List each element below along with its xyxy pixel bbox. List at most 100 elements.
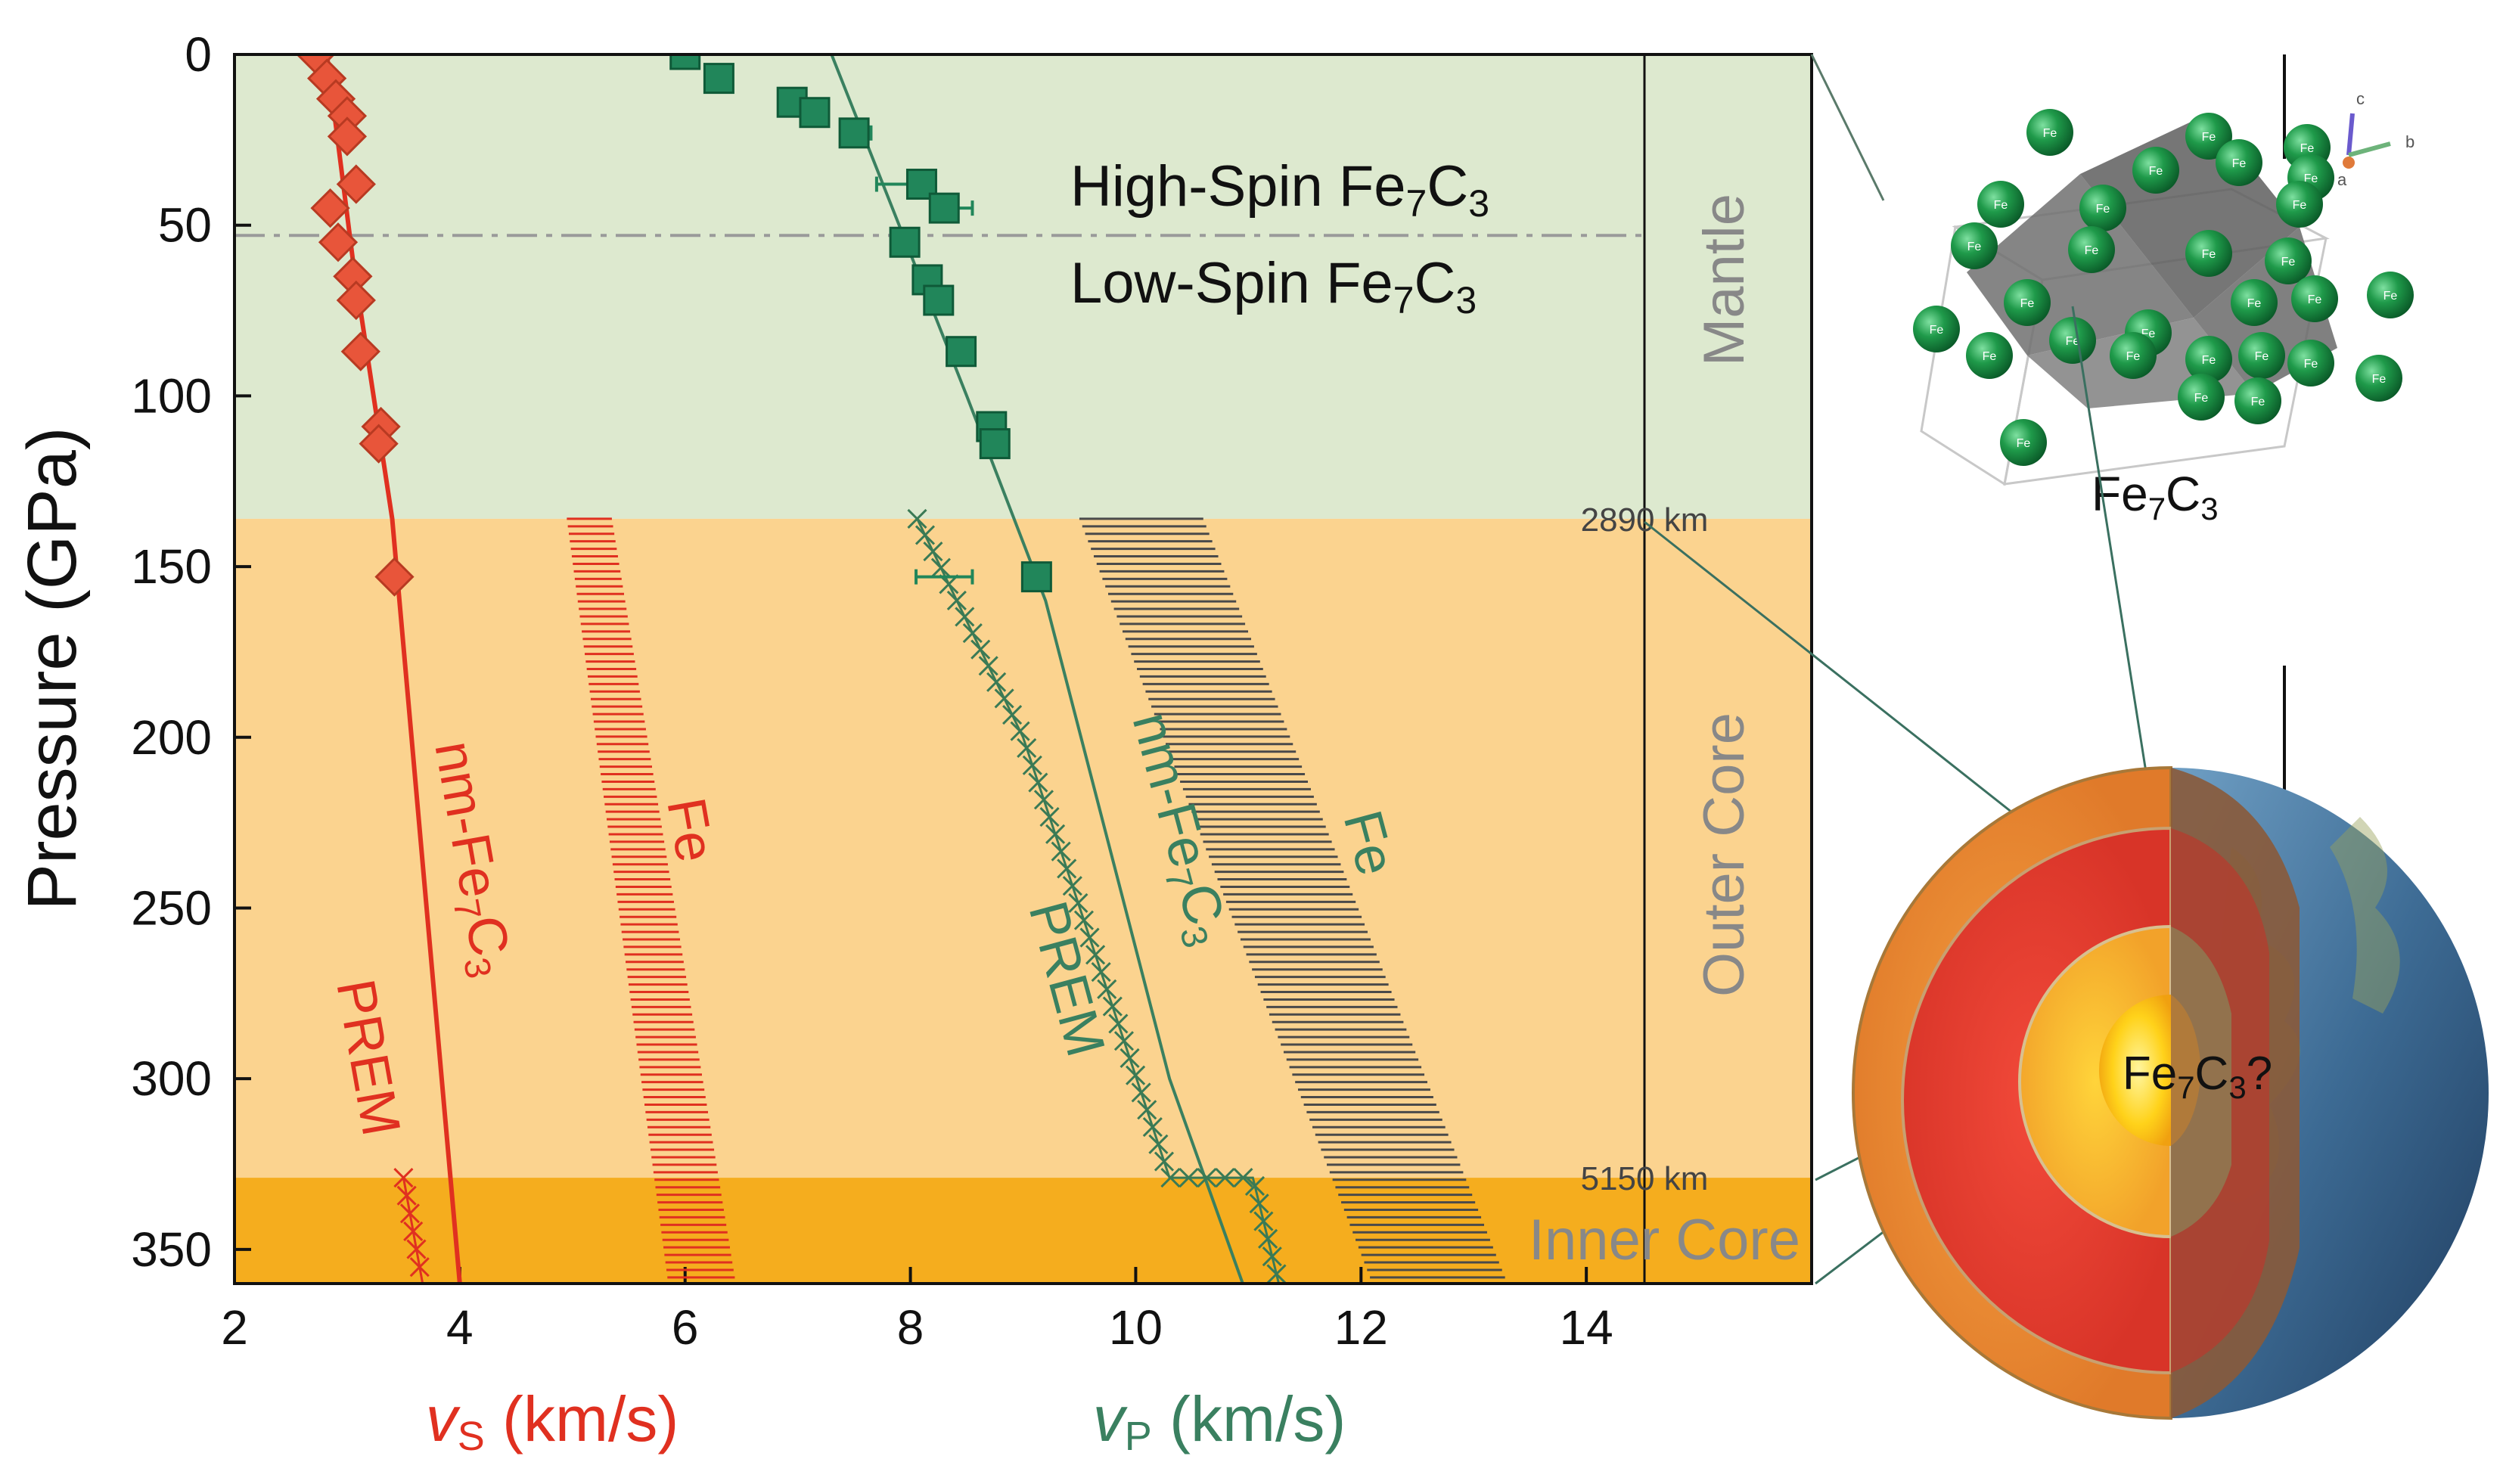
prem-marker	[1215, 1168, 1235, 1188]
fe-atom-label: Fe	[2383, 290, 2398, 303]
prem-marker	[955, 607, 975, 627]
fe-atom: Fe	[2367, 272, 2414, 318]
fe-atom-label: Fe	[2066, 335, 2080, 348]
earth-cutaway: Fe7C3?	[1644, 306, 2489, 1420]
prem-marker	[1113, 1031, 1135, 1051]
prem-marker	[1131, 1082, 1151, 1103]
prem-marker	[1022, 755, 1042, 775]
prem-marker	[1002, 705, 1023, 725]
y-tick-label: 100	[131, 368, 212, 423]
x-tick-label: 10	[1109, 1300, 1163, 1355]
mantle-label: Mantle	[1692, 194, 1756, 366]
prem-marker	[403, 1221, 424, 1241]
fe-atom: Fe	[2355, 355, 2402, 402]
fe-atom-label: Fe	[2194, 392, 2209, 405]
prem-marker	[1017, 737, 1037, 759]
fe-atom-label: Fe	[2043, 127, 2057, 140]
vp-data-point	[1020, 561, 1052, 593]
fe-atom: Fe	[2287, 340, 2334, 387]
x-tick-label: 8	[897, 1300, 924, 1355]
prem-marker	[1154, 1151, 1175, 1172]
vp-data-point	[928, 192, 960, 224]
prem-marker	[923, 542, 943, 562]
prem-marker	[1085, 945, 1106, 965]
vs-data-point	[359, 424, 399, 464]
fe-atom: Fe	[2000, 419, 2047, 466]
y-tick-label: 350	[131, 1222, 212, 1277]
axis-a-label: a	[2337, 170, 2347, 189]
prem-marker	[1137, 1100, 1157, 1120]
fe-atom-label: Fe	[2202, 131, 2216, 144]
fe-atom: Fe	[1977, 181, 2024, 228]
vp-data-point	[703, 63, 734, 95]
x-tick-label: 12	[1334, 1300, 1388, 1355]
low-spin-label: Low-Spin Fe7C3	[1070, 251, 1477, 321]
y-tick-label: 0	[185, 27, 212, 82]
prem-marker	[1057, 858, 1077, 879]
fe-atom-label: Fe	[2372, 373, 2387, 386]
vp-data-point	[838, 117, 870, 149]
high-spin-label: High-Spin Fe7C3	[1070, 154, 1489, 225]
prem-marker	[1062, 876, 1082, 896]
fe-atom-label: Fe	[2085, 244, 2099, 257]
fe-atom: Fe	[2178, 374, 2225, 421]
y-axis-ticks: 0 50 100 150 200 250 300 350	[131, 27, 251, 1277]
y-tick-label: 50	[158, 198, 212, 253]
fe-atom-label: Fe	[2304, 358, 2318, 371]
prem-marker	[1051, 841, 1071, 862]
depth-5150-label: 5150 km	[1581, 1160, 1709, 1197]
axis-c-label: c	[2356, 89, 2365, 108]
prem-marker	[406, 1239, 427, 1259]
prem-marker	[1102, 996, 1123, 1017]
region-outer-core	[234, 518, 1812, 1178]
vp-data-point	[979, 428, 1011, 460]
fe-atom-label: Fe	[2232, 157, 2247, 170]
prem-marker	[1253, 1211, 1274, 1231]
fe-atoms: Fe Fe Fe Fe Fe Fe Fe Fe Fe Fe Fe Fe Fe Fe Fe Fe Fe Fe Fe Fe…	[1913, 109, 2414, 466]
prem-marker	[1142, 1116, 1163, 1138]
prem-marker	[1120, 1048, 1140, 1068]
axis-b-label: b	[2405, 132, 2414, 151]
curve-nm-fe7c3-vs	[325, 54, 462, 1284]
vs-data-point	[318, 222, 359, 262]
prem-marker	[396, 1185, 417, 1206]
region-mantle	[234, 54, 1812, 519]
fe-atom: Fe	[2265, 238, 2312, 284]
prem-marker	[1010, 721, 1030, 741]
prem-marker	[1233, 1168, 1253, 1188]
crystal-label: Fe7C3	[2092, 467, 2219, 526]
fe-atom-label: Fe	[2126, 350, 2141, 363]
vp-data-point	[946, 336, 977, 368]
fe-atom: Fe	[2276, 181, 2323, 228]
vp-data-point	[923, 284, 955, 316]
fe-atom: Fe	[2004, 279, 2051, 326]
prem-marker	[1073, 910, 1095, 930]
prem-marker	[1079, 927, 1100, 948]
vp-data-point	[889, 226, 921, 258]
inner-core-label: Inner Core	[1529, 1208, 1800, 1272]
vs-axis-label: vS (km/s)	[426, 1383, 679, 1459]
prem-marker	[1091, 961, 1111, 983]
plot-frame	[233, 53, 1813, 1285]
crystal-structure-inset: Fe Fe Fe Fe Fe Fe Fe Fe Fe Fe Fe Fe Fe Fe Fe Fe Fe Fe Fe Fe…	[1810, 54, 2414, 832]
prem-marker	[1126, 1065, 1146, 1085]
prem-marker	[978, 656, 998, 676]
fe-bands	[567, 517, 1505, 1279]
prem-marker	[1262, 1246, 1282, 1267]
fe-atom: Fe	[2049, 317, 2096, 364]
prem-marker	[1068, 893, 1088, 914]
depth-regions	[234, 54, 1812, 1284]
fe-atom: Fe	[1966, 332, 2013, 379]
fe-band-vs	[567, 517, 735, 1279]
fe-atom: Fe	[2216, 139, 2262, 186]
prem-marker	[393, 1168, 414, 1188]
fe-atom: Fe	[2068, 226, 2115, 273]
fe-atom-label: Fe	[1967, 241, 1982, 253]
prem-marker	[994, 688, 1014, 709]
fe-atom: Fe	[2238, 332, 2285, 379]
annot-fe-vs: Fe	[655, 793, 725, 867]
data-markers	[296, 54, 1052, 597]
fe-atom-label: Fe	[1994, 199, 2008, 212]
prem-marker	[946, 590, 967, 610]
vp-axis-label: vP (km/s)	[1093, 1383, 1346, 1459]
